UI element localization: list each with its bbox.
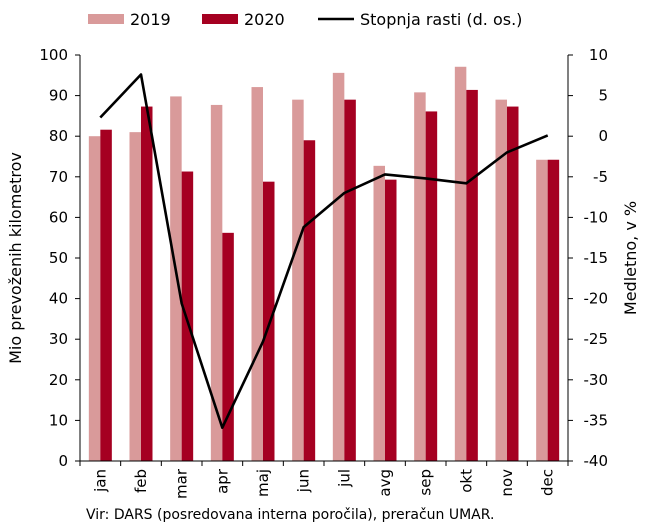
x-tick-label-jun: jun: [295, 469, 313, 493]
x-tick-label-feb: feb: [132, 469, 150, 493]
legend-swatch-2020: [202, 14, 238, 24]
bar-2019-sep: [414, 92, 426, 462]
source-note: Vir: DARS (posredovana interna poročila)…: [86, 507, 495, 523]
x-tick-label-maj: maj: [254, 469, 272, 497]
left-tick-label: 90: [49, 87, 68, 105]
right-tick-label: -5: [593, 168, 608, 186]
bar-2019-maj: [251, 87, 263, 461]
bar-2020-maj: [263, 181, 275, 461]
legend: 2019 2020 Stopnja rasti (d. os.): [88, 10, 522, 29]
bar-2019-jun: [292, 99, 304, 461]
left-tick-label: 70: [49, 168, 68, 186]
bar-2020-avg: [385, 179, 397, 461]
bar-2020-nov: [507, 106, 519, 461]
bar-2020-mar: [181, 171, 194, 461]
bar-2020-apr: [222, 232, 234, 461]
bar-2020-feb: [141, 106, 153, 461]
bar-2019-apr: [210, 104, 223, 462]
axes: [75, 54, 573, 466]
left-tick-label: 0: [58, 452, 68, 470]
bar-2020-dec: [547, 159, 560, 462]
bar-2020-jan: [100, 129, 112, 462]
right-tick-label: -10: [584, 208, 609, 226]
bar-2019-feb: [129, 132, 141, 461]
bar-2019-avg: [373, 165, 385, 461]
left-tick-label: 20: [49, 371, 68, 389]
line-series-growth: [99, 73, 549, 430]
x-tick-label-jan: jan: [91, 469, 109, 493]
bar-2019-mar: [170, 96, 182, 462]
left-tick-label: 60: [49, 208, 68, 226]
x-tick-label-okt: okt: [457, 469, 475, 493]
bar-2020-jul: [344, 99, 356, 461]
growth-line: [99, 73, 549, 430]
x-tick-label-nov: nov: [498, 469, 516, 497]
right-tick-label: 5: [598, 87, 608, 105]
left-tick-label: 30: [49, 330, 68, 348]
bar-2019-jan: [88, 136, 101, 461]
right-axis-title: Medletno, v %: [621, 201, 640, 315]
legend-label-1: 2020: [244, 10, 285, 29]
x-tick-label-jul: jul: [335, 469, 353, 488]
right-tick-label: -25: [584, 330, 609, 348]
bar-2020-jun: [303, 140, 316, 461]
right-tick-label: 10: [589, 46, 608, 64]
right-tick-label: -35: [584, 411, 609, 429]
left-tick-label: 10: [49, 411, 68, 429]
bars: [88, 66, 560, 462]
left-tick-label: 80: [49, 127, 68, 145]
bar-2019-nov: [495, 99, 507, 461]
legend-swatch-2019: [88, 14, 124, 24]
x-tick-label-apr: apr: [213, 468, 231, 494]
left-tick-label: 40: [49, 290, 68, 308]
left-tick-label: 50: [49, 249, 68, 267]
right-tick-label: -15: [584, 249, 609, 267]
bar-2020-okt: [466, 89, 478, 461]
axis-labels: 0102030405060708090100-40-35-30-25-20-15…: [6, 46, 640, 499]
legend-label-0: 2019: [130, 10, 171, 29]
right-tick-label: -20: [584, 290, 609, 308]
x-tick-label-dec: dec: [539, 469, 557, 496]
x-tick-label-sep: sep: [417, 469, 435, 496]
right-tick-label: 0: [598, 127, 608, 145]
bar-2019-jul: [332, 72, 345, 461]
left-axis-title: Mio prevoženih kilometrov: [6, 152, 25, 364]
bar-2020-sep: [425, 111, 438, 462]
right-tick-label: -30: [584, 371, 609, 389]
x-tick-label-mar: mar: [173, 468, 191, 499]
left-tick-label: 100: [39, 46, 68, 64]
legend-label-2: Stopnja rasti (d. os.): [360, 10, 522, 29]
right-tick-label: -40: [584, 452, 609, 470]
bar-2019-dec: [536, 159, 548, 462]
bar-2019-okt: [454, 66, 467, 462]
x-tick-label-avg: avg: [376, 469, 394, 497]
